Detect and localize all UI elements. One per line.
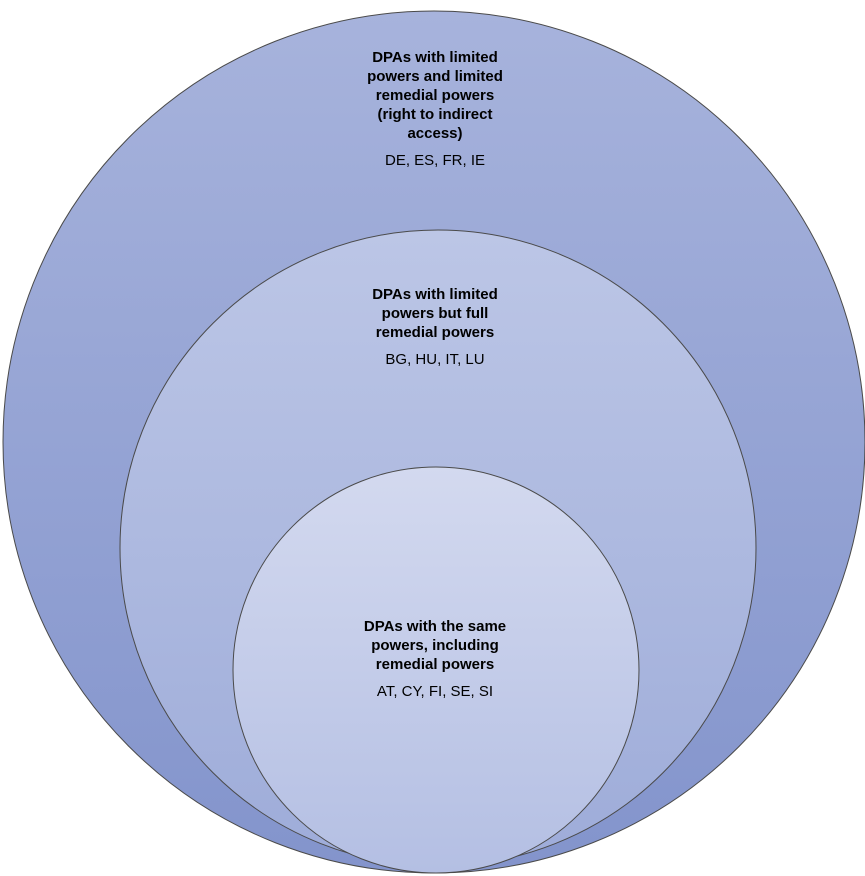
- middle-circle-members: BG, HU, IT, LU: [385, 351, 485, 368]
- heading-line: powers and limited: [367, 68, 503, 85]
- inner-circle: [232, 466, 640, 874]
- heading-line: access): [407, 125, 463, 142]
- heading-line: remedial powers: [375, 324, 495, 341]
- heading-line: (right to indirect: [377, 106, 493, 123]
- heading-line: remedial powers: [375, 656, 495, 673]
- heading-line: powers, including: [371, 637, 499, 654]
- outer-circle-heading: DPAs with limited powers and limited rem…: [335, 48, 535, 143]
- outer-circle-members: DE, ES, FR, IE: [384, 152, 486, 169]
- middle-circle-label: DPAs with limited powers but full remedi…: [335, 285, 535, 369]
- inner-circle-heading: DPAs with the same powers, including rem…: [335, 617, 535, 674]
- heading-line: DPAs with the same: [363, 618, 507, 635]
- middle-circle-heading: DPAs with limited powers but full remedi…: [335, 285, 535, 342]
- inner-circle-members: AT, CY, FI, SE, SI: [376, 683, 494, 700]
- heading-line: remedial powers: [375, 87, 495, 104]
- outer-circle-label: DPAs with limited powers and limited rem…: [335, 48, 535, 170]
- heading-line: DPAs with limited: [372, 286, 498, 303]
- inner-circle-label: DPAs with the same powers, including rem…: [335, 617, 535, 701]
- heading-line: powers but full: [381, 305, 489, 322]
- heading-line: DPAs with limited: [372, 49, 498, 66]
